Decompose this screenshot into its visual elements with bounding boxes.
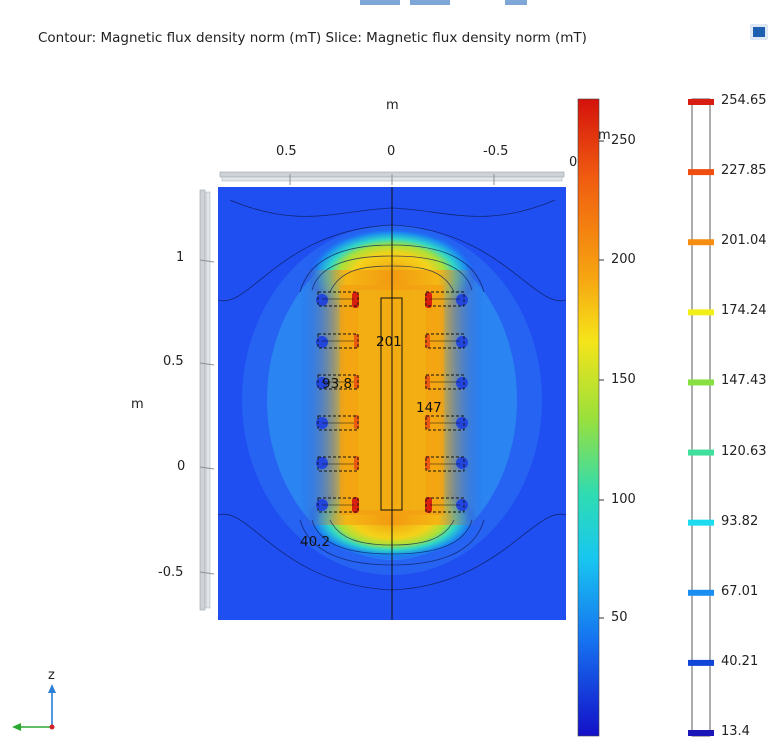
axis-triad-z-label: z [48,668,55,683]
contour-level-label: 67.01 [721,583,759,599]
contour-level-label: 254.65 [721,93,767,108]
plot-title: Contour: Magnetic flux density norm (mT)… [38,30,587,46]
contour-level-swatch [688,169,714,176]
contour-level-label: 174.24 [721,303,767,319]
slice-colorbar-unit: m [598,128,611,143]
contour-level-swatch [688,659,714,666]
contour-value-label: 201 [376,334,402,350]
left-axis-unit: m [131,397,144,412]
axis-frame [199,171,565,611]
left-tick-label: 0 [177,459,186,474]
axis-triad [12,684,56,731]
contour-level-label: 227.85 [721,163,767,179]
contour-level-label: 40.21 [721,653,759,669]
contour-level-swatch [688,589,714,596]
top-axis-unit: m [386,98,399,113]
slice-colorbar [577,98,600,737]
contour-value-label: 93.8 [322,376,353,392]
contour-level-label: 201.04 [721,233,767,249]
contour-level-swatch [688,449,714,456]
top-tab-strip [330,0,530,6]
contour-level-label: 93.82 [721,513,759,529]
left-tick-label: 0.5 [163,354,184,369]
contour-level-swatch [688,309,714,316]
slice-colorbar-tick: 150 [611,372,636,387]
left-tick-label: -0.5 [158,565,184,580]
contour-legend-bar [691,98,711,737]
slice-colorbar-tick: 200 [611,252,636,267]
top-tick-label: -0.5 [483,144,509,159]
field-plot[interactable] [218,187,566,620]
contour-legend-swatches [688,99,714,736]
slice-colorbar-ticks [599,140,604,619]
contour-value-label: 147 [416,400,442,416]
contour-level-swatch [688,730,714,736]
top-tick-label: 0.5 [276,144,297,159]
contour-level-label: 13.4 [721,724,750,739]
contour-level-swatch [688,239,714,246]
contour-value-label: 40.2 [300,534,331,550]
slice-colorbar-tick: 100 [611,492,636,507]
left-tick-label: 1 [176,250,185,265]
top-tick-label: 0 [387,144,396,159]
top-tick-label: 0 [569,155,578,170]
camera-icon[interactable] [750,24,768,40]
slice-colorbar-tick: 250 [611,133,636,148]
contour-level-swatch [688,99,714,105]
contour-level-swatch [688,519,714,526]
contour-level-label: 120.63 [721,443,767,459]
slice-colorbar-tick: 50 [611,610,628,625]
contour-level-label: 147.43 [721,373,767,389]
contour-level-swatch [688,379,714,386]
